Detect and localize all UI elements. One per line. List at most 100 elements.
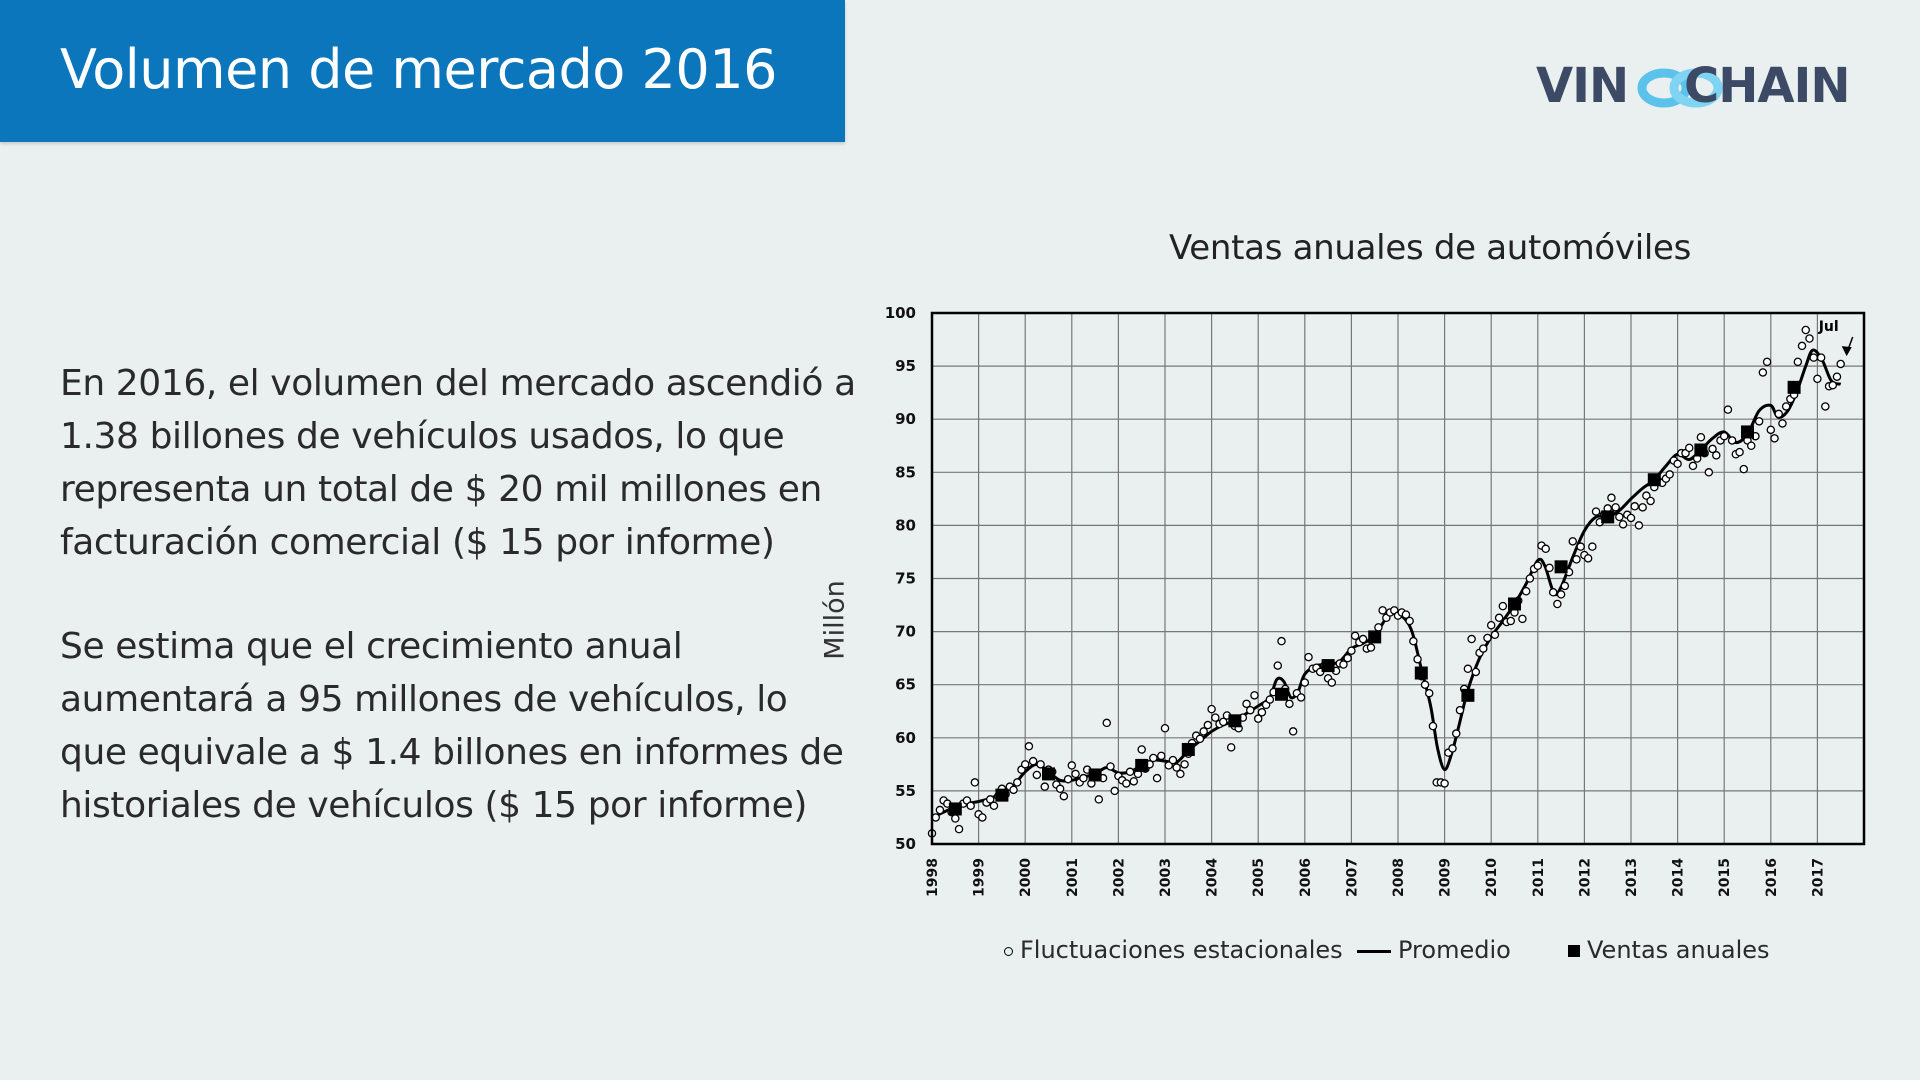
seasonal-point [1754, 417, 1764, 426]
seasonal-point [1797, 341, 1807, 351]
annual-sales-marker [1321, 659, 1335, 673]
seasonal-point [1157, 751, 1166, 761]
seasonal-point [1028, 756, 1038, 766]
seasonal-point [1409, 636, 1418, 646]
annual-sales-marker [1741, 425, 1754, 439]
x-tick-label: 2012 [1577, 858, 1593, 897]
y-tick-label: 50 [895, 835, 916, 853]
seasonal-point [1548, 588, 1558, 597]
legend-circle-symbol [1004, 946, 1013, 956]
seasonal-point [1545, 563, 1554, 573]
seasonal-point [1242, 699, 1251, 709]
x-tick-label: 2013 [1624, 858, 1640, 897]
annual-sales-marker [1181, 742, 1195, 756]
y-tick-label: 80 [895, 516, 916, 534]
chain-link-icon [1637, 68, 1723, 108]
seasonal-point [1591, 507, 1601, 516]
seasonal-point [1129, 777, 1139, 786]
seasonal-point [1285, 699, 1294, 709]
seasonal-point [1405, 616, 1414, 626]
annual-sales-marker [1275, 687, 1288, 701]
seasonal-point [1685, 443, 1694, 453]
seasonal-point [1630, 502, 1639, 511]
seasonal-point [1358, 634, 1368, 644]
seasonal-point [1723, 405, 1733, 414]
y-tick-label: 70 [895, 623, 916, 641]
seasonal-point [1273, 661, 1283, 670]
x-tick-label: 2015 [1717, 858, 1733, 897]
seasonal-point [1176, 769, 1185, 779]
seasonal-point [1079, 773, 1088, 783]
seasonal-point [1809, 353, 1818, 362]
seasonal-point [1063, 774, 1073, 784]
seasonal-point [1343, 653, 1352, 663]
seasonal-point [1250, 691, 1259, 700]
seasonal-point [1708, 444, 1717, 454]
seasonal-point [1246, 705, 1255, 715]
y-tick-label: 85 [895, 463, 916, 481]
x-tick-label: 2004 [1205, 858, 1221, 897]
seasonal-point [1327, 678, 1337, 687]
seasonal-point [1448, 744, 1457, 753]
seasonal-point [1125, 767, 1135, 777]
seasonal-point [966, 801, 975, 811]
seasonal-point [1467, 634, 1476, 644]
seasonal-point [1122, 779, 1131, 788]
legend-line-symbol [1357, 949, 1391, 953]
seasonal-point [1055, 784, 1065, 794]
annual-sales-marker [1042, 767, 1055, 781]
seasonal-point [1556, 590, 1566, 599]
y-tick-label: 60 [895, 729, 916, 747]
seasonal-point [1413, 654, 1422, 664]
seasonal-point [1793, 357, 1803, 367]
seasonal-point [1036, 760, 1045, 769]
seasonal-point [1440, 779, 1449, 788]
x-tick-label: 2000 [1018, 858, 1034, 897]
seasonal-point [1265, 695, 1275, 704]
seasonal-point [1828, 380, 1838, 390]
seasonal-point [1253, 714, 1263, 723]
annual-sales-marker [1461, 688, 1475, 702]
legend-label-seasonal: Fluctuaciones estacionales [1020, 936, 1343, 964]
seasonal-point [1180, 760, 1189, 769]
seasonal-point [1805, 334, 1814, 343]
seasonal-point [1195, 734, 1205, 744]
x-tick-label: 2006 [1298, 858, 1314, 897]
chart-title: Ventas anuales de automóviles [1168, 228, 1692, 268]
annual-sales-marker [1647, 473, 1661, 487]
seasonal-point [1533, 561, 1543, 571]
seasonal-point [1452, 729, 1461, 738]
annual-sales-marker [1601, 510, 1615, 524]
seasonal-point [1020, 760, 1030, 769]
seasonal-point [1746, 441, 1756, 450]
seasonal-point [1463, 664, 1473, 674]
annual-sales-marker [1088, 768, 1102, 782]
annotation-group: Jul [1818, 319, 1854, 357]
seasonal-point [1207, 704, 1216, 714]
x-tick-label: 2008 [1391, 858, 1407, 897]
legend-item-annual: Ventas anuales [1568, 936, 1770, 964]
seasonal-point [1149, 753, 1158, 763]
seasonal-point [1296, 693, 1306, 702]
seasonal-point [1766, 425, 1776, 435]
seasonal-point [1778, 419, 1787, 428]
seasonal-point [1583, 554, 1593, 563]
annual-sales-marker [1135, 758, 1149, 772]
seasonal-point [1821, 402, 1830, 411]
seasonal-point [1420, 680, 1430, 689]
seasonal-point [1300, 678, 1310, 687]
seasonal-point [1801, 325, 1811, 335]
seasonal-point [1735, 447, 1744, 457]
seasonal-point [1304, 652, 1313, 662]
legend-item-seasonal: Fluctuaciones estacionales [1004, 936, 1343, 964]
x-tick-label: 2011 [1531, 858, 1547, 897]
logo-text-right: CHAIN [1684, 58, 1851, 114]
seasonal-point [1525, 574, 1535, 583]
legend-item-average: Promedio [1357, 936, 1511, 964]
x-tick-label: 1998 [925, 858, 941, 897]
seasonal-point [1712, 451, 1721, 460]
seasonal-point [1813, 374, 1822, 384]
seasonal-point [1607, 493, 1616, 503]
x-tick-label: 2002 [1111, 858, 1127, 897]
seasonal-point [1568, 537, 1578, 546]
